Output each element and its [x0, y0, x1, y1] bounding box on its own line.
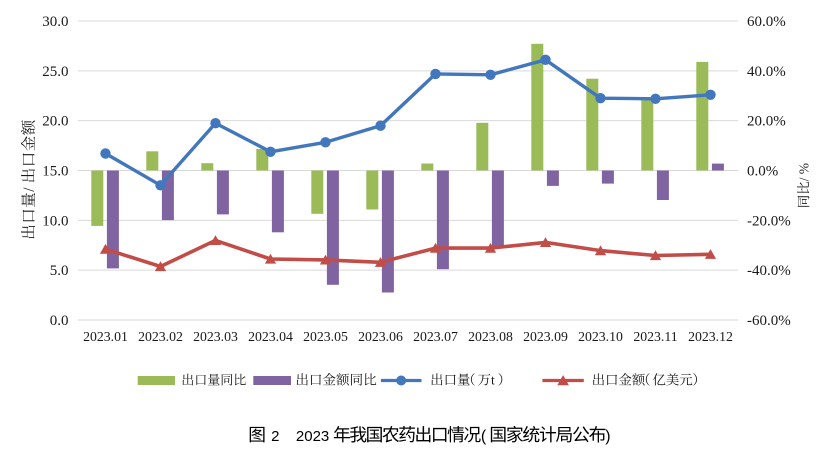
svg-text:15.0: 15.0 [42, 164, 68, 180]
svg-text:2023.11: 2023.11 [633, 329, 677, 344]
svg-text:2023.07: 2023.07 [413, 329, 458, 344]
svg-text:2023.09: 2023.09 [523, 329, 568, 344]
svg-text:(: ( [481, 428, 487, 445]
svg-text:2023.06: 2023.06 [358, 329, 403, 344]
svg-text:20.0%: 20.0% [747, 114, 786, 130]
svg-text:t: t [491, 373, 495, 388]
svg-text:2: 2 [271, 428, 279, 445]
svg-text:/: / [21, 187, 38, 192]
svg-text:%: % [796, 163, 811, 174]
svg-text:-40.0%: -40.0% [747, 263, 791, 279]
svg-text:-20.0%: -20.0% [747, 213, 791, 229]
svg-text:2023.05: 2023.05 [303, 329, 348, 344]
svg-text:2023: 2023 [296, 428, 329, 445]
svg-text:-60.0%: -60.0% [747, 313, 791, 329]
svg-text:25.0: 25.0 [42, 64, 68, 80]
svg-text:10.0: 10.0 [42, 213, 68, 229]
svg-text:2023.12: 2023.12 [688, 329, 733, 344]
svg-text:2023.10: 2023.10 [578, 329, 623, 344]
svg-text:0.0: 0.0 [50, 313, 69, 329]
svg-text:40.0%: 40.0% [747, 64, 786, 80]
svg-text:2023.02: 2023.02 [138, 329, 183, 344]
svg-text:60.0%: 60.0% [747, 14, 786, 30]
svg-text:2023.04: 2023.04 [248, 329, 293, 344]
svg-text:2023.03: 2023.03 [193, 329, 238, 344]
svg-text:/: / [796, 177, 811, 181]
svg-text:2023.01: 2023.01 [83, 329, 128, 344]
svg-text:30.0: 30.0 [42, 14, 68, 30]
svg-text:2023.08: 2023.08 [468, 329, 513, 344]
svg-text:5.0: 5.0 [50, 263, 69, 279]
svg-text:): ) [605, 428, 610, 445]
svg-text:0.0%: 0.0% [747, 164, 778, 180]
svg-text:20.0: 20.0 [42, 114, 68, 130]
